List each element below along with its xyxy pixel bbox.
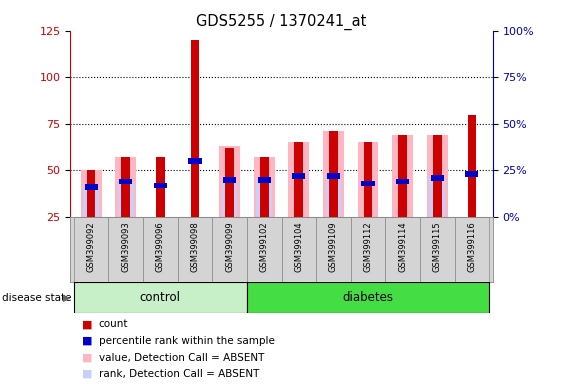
Text: GSM399092: GSM399092 bbox=[87, 222, 96, 272]
Bar bbox=[109, 217, 143, 282]
Text: GSM399098: GSM399098 bbox=[190, 222, 199, 272]
Bar bbox=[316, 217, 351, 282]
Bar bbox=[431, 175, 444, 180]
Bar bbox=[294, 142, 303, 217]
Bar bbox=[385, 217, 420, 282]
Bar bbox=[225, 148, 234, 217]
Bar bbox=[119, 179, 132, 184]
Bar bbox=[364, 142, 372, 217]
Bar bbox=[143, 217, 178, 282]
Bar bbox=[212, 217, 247, 282]
Bar bbox=[392, 135, 413, 217]
Bar bbox=[427, 135, 448, 217]
Text: ■: ■ bbox=[82, 319, 92, 329]
Bar bbox=[260, 157, 269, 217]
Text: GSM399112: GSM399112 bbox=[364, 222, 373, 272]
Bar bbox=[325, 176, 341, 217]
Bar bbox=[74, 282, 247, 313]
Text: GSM399116: GSM399116 bbox=[467, 222, 476, 272]
Bar bbox=[84, 184, 98, 190]
Bar bbox=[454, 217, 489, 282]
Bar bbox=[115, 157, 136, 217]
Bar bbox=[247, 217, 282, 282]
Bar bbox=[430, 178, 445, 217]
Bar bbox=[398, 135, 407, 217]
Text: control: control bbox=[140, 291, 181, 304]
Text: ▶: ▶ bbox=[63, 293, 70, 303]
Bar bbox=[189, 158, 202, 164]
Bar bbox=[282, 217, 316, 282]
Bar bbox=[323, 131, 344, 217]
Text: disease state: disease state bbox=[2, 293, 71, 303]
Text: GSM399114: GSM399114 bbox=[398, 222, 407, 272]
Bar bbox=[223, 177, 236, 182]
Bar bbox=[222, 180, 238, 217]
Text: ■: ■ bbox=[82, 353, 92, 362]
Bar bbox=[219, 146, 240, 217]
Bar bbox=[118, 182, 133, 217]
Bar bbox=[292, 173, 305, 179]
Bar bbox=[465, 171, 479, 177]
Bar bbox=[256, 180, 272, 217]
Bar bbox=[87, 170, 96, 217]
Bar bbox=[433, 135, 441, 217]
Bar bbox=[329, 131, 338, 217]
Text: GSM399109: GSM399109 bbox=[329, 222, 338, 272]
Text: GSM399104: GSM399104 bbox=[294, 222, 303, 272]
Bar bbox=[83, 187, 99, 217]
Text: ■: ■ bbox=[82, 369, 92, 379]
Text: GSM399102: GSM399102 bbox=[260, 222, 269, 272]
Bar bbox=[247, 282, 489, 313]
Text: GSM399099: GSM399099 bbox=[225, 222, 234, 272]
Text: rank, Detection Call = ABSENT: rank, Detection Call = ABSENT bbox=[99, 369, 259, 379]
Bar bbox=[191, 40, 199, 217]
Bar bbox=[361, 180, 374, 186]
Text: count: count bbox=[99, 319, 128, 329]
Text: diabetes: diabetes bbox=[342, 291, 394, 304]
Text: GDS5255 / 1370241_at: GDS5255 / 1370241_at bbox=[196, 13, 367, 30]
Bar bbox=[358, 142, 378, 217]
Bar bbox=[288, 142, 309, 217]
Bar bbox=[156, 157, 165, 217]
Text: GSM399115: GSM399115 bbox=[433, 222, 442, 272]
Bar bbox=[81, 170, 101, 217]
Bar bbox=[254, 157, 275, 217]
Bar bbox=[74, 217, 109, 282]
Bar bbox=[122, 157, 130, 217]
Bar bbox=[420, 217, 454, 282]
Bar bbox=[258, 177, 271, 182]
Bar bbox=[178, 217, 212, 282]
Text: ■: ■ bbox=[82, 336, 92, 346]
Bar bbox=[396, 179, 409, 184]
Text: GSM399093: GSM399093 bbox=[121, 222, 130, 272]
Bar bbox=[154, 182, 167, 188]
Text: value, Detection Call = ABSENT: value, Detection Call = ABSENT bbox=[99, 353, 264, 362]
Bar bbox=[327, 173, 340, 179]
Bar bbox=[351, 217, 385, 282]
Text: percentile rank within the sample: percentile rank within the sample bbox=[99, 336, 274, 346]
Bar bbox=[467, 114, 476, 217]
Text: GSM399096: GSM399096 bbox=[156, 222, 165, 272]
